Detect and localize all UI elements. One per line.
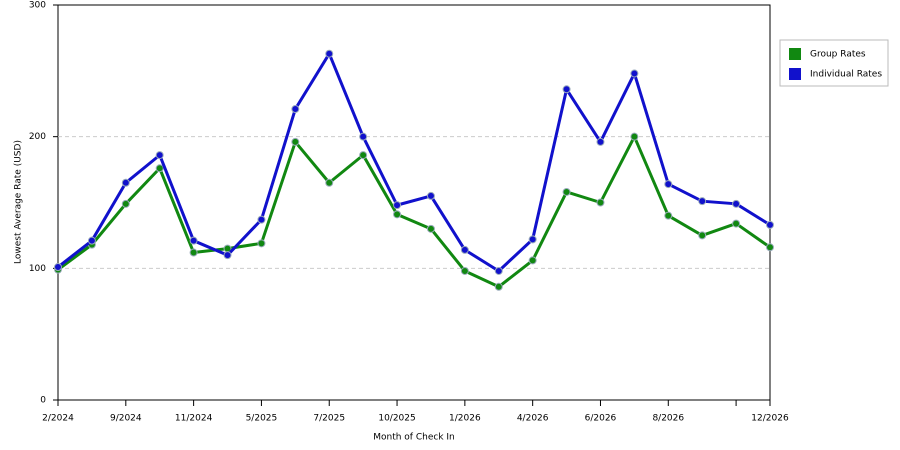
point (732, 219, 741, 228)
point (494, 282, 503, 291)
point (325, 178, 334, 187)
y-axis-label: Lowest Average Rate (USD) (14, 140, 24, 264)
point (121, 178, 130, 187)
x-tick-label: 9/2024 (110, 414, 142, 424)
x-tick-label: 8/2026 (652, 414, 684, 424)
point (257, 239, 266, 248)
x-axis-label: Month of Check In (373, 433, 455, 443)
point (155, 151, 164, 160)
point (189, 236, 198, 245)
point (630, 132, 639, 141)
point (562, 187, 571, 196)
point (596, 137, 605, 146)
series-line (57, 135, 771, 289)
point (766, 220, 774, 229)
point (494, 266, 503, 275)
point (528, 235, 537, 244)
point (460, 245, 469, 254)
x-tick-label: 5/2025 (246, 414, 278, 424)
point (732, 199, 741, 208)
point (257, 215, 266, 224)
point (325, 49, 334, 58)
point (460, 266, 469, 275)
x-tick-label: 11/2024 (175, 414, 213, 424)
legend-swatch (789, 48, 801, 60)
y-tick-label: 100 (29, 264, 46, 274)
point (291, 105, 300, 114)
point (393, 201, 402, 210)
point (698, 231, 707, 240)
point (562, 85, 571, 94)
y-tick-label: 0 (40, 396, 46, 406)
point (630, 69, 639, 78)
point (426, 224, 435, 233)
x-tick-label: 1/2026 (449, 414, 481, 424)
x-tick-label: 4/2026 (517, 414, 549, 424)
point (528, 256, 537, 265)
series-line (57, 52, 771, 273)
plot-area (57, 4, 771, 401)
point (121, 199, 130, 208)
point (766, 243, 774, 252)
x-tick-label: 12/2026 (751, 414, 789, 424)
x-tick-label: 7/2025 (313, 414, 345, 424)
point (87, 236, 96, 245)
point (596, 198, 605, 207)
point (189, 248, 198, 257)
point (155, 164, 164, 173)
legend-label: Group Rates (810, 50, 866, 60)
point (359, 132, 368, 141)
point (359, 151, 368, 160)
x-tick-label: 6/2026 (585, 414, 617, 424)
y-tick-label: 200 (29, 132, 46, 142)
point (393, 210, 402, 219)
x-tick-label: 10/2025 (378, 414, 415, 424)
y-tick-label: 300 (29, 1, 46, 11)
legend-label: Individual Rates (810, 70, 882, 80)
point (664, 180, 673, 189)
point (54, 263, 62, 272)
point (698, 197, 707, 206)
point (223, 251, 232, 260)
point (664, 211, 673, 220)
x-tick-label: 2/2024 (42, 414, 74, 424)
point (426, 191, 435, 200)
legend-swatch (789, 68, 801, 80)
point (291, 137, 300, 146)
